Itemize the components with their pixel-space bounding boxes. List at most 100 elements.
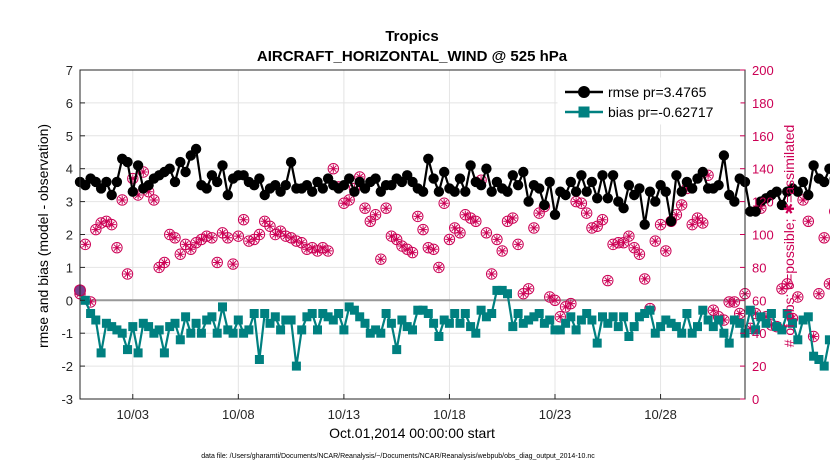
obs-count-marker <box>639 273 651 285</box>
rmse-point <box>349 186 360 197</box>
rmse-point <box>502 186 513 197</box>
rmse-point <box>507 170 518 181</box>
obs-count-marker <box>633 248 646 260</box>
obs-possible-circle <box>633 248 646 260</box>
obs-count-marker <box>591 220 603 232</box>
bias-point <box>202 315 212 325</box>
y-tick-label-right: 20 <box>752 359 766 374</box>
obs-count-marker <box>807 330 820 343</box>
obs-assimilated-asterisk <box>413 212 422 221</box>
obs-possible-circle <box>813 288 825 300</box>
obs-possible-circle <box>417 223 429 236</box>
obs-possible-circle <box>406 246 419 259</box>
bias-point <box>803 312 813 322</box>
obs-possible-circle <box>654 218 667 231</box>
chart-subtitle: AIRCRAFT_HORIZONTAL_WIND @ 525 hPa <box>257 48 568 65</box>
rmse-point <box>623 180 635 191</box>
rmse-point <box>676 186 687 197</box>
rmse-point <box>634 183 645 194</box>
legend: rmse pr=3.4765 bias pr=-0.62717 <box>557 77 741 125</box>
bias-point <box>154 325 164 335</box>
bias-point <box>571 325 581 335</box>
x-tick-label: 10/13 <box>328 407 361 422</box>
obs-count-marker <box>127 172 139 185</box>
obs-count-marker <box>491 233 503 246</box>
obs-assimilated-asterisk <box>107 220 116 229</box>
obs-assimilated-asterisk <box>635 250 644 259</box>
obs-assimilated-asterisk <box>260 217 269 226</box>
obs-assimilated-asterisk <box>746 324 755 333</box>
rmse-point <box>713 180 724 191</box>
bias-point <box>766 309 776 318</box>
bias-point <box>460 309 470 318</box>
rmse-point <box>449 186 460 197</box>
legend-rmse-marker <box>578 86 590 98</box>
bias-point <box>513 309 523 318</box>
obs-possible-circle <box>818 232 830 244</box>
obs-assimilated-asterisk <box>239 215 248 224</box>
y-tick-label-left: -3 <box>61 392 73 407</box>
obs-assimilated-asterisk <box>498 246 507 256</box>
obs-assimilated-asterisk <box>271 230 280 239</box>
obs-assimilated-asterisk <box>318 243 327 252</box>
bias-point <box>181 312 191 322</box>
obs-assimilated-asterisk <box>181 240 190 249</box>
obs-count-marker <box>654 218 667 231</box>
obs-assimilated-asterisk <box>329 164 338 173</box>
x-tick-label: 10/23 <box>539 407 572 422</box>
obs-count-marker <box>470 215 482 228</box>
obs-count-marker <box>237 213 250 226</box>
rmse-point <box>127 186 138 197</box>
bias-point <box>223 325 233 335</box>
obs-assimilated-asterisk <box>160 258 169 267</box>
bias-point <box>555 325 565 335</box>
rmse-point <box>460 186 471 197</box>
obs-assimilated-asterisk <box>387 231 396 241</box>
obs-count-marker <box>412 210 424 223</box>
obs-count-marker <box>111 241 123 254</box>
bias-point <box>191 318 201 328</box>
obs-count-marker <box>427 243 440 256</box>
bias-point <box>772 322 782 332</box>
obs-assimilated-asterisk <box>545 292 554 302</box>
rmse-point <box>534 183 545 194</box>
rmse-point <box>280 180 291 191</box>
obs-possible-circle <box>127 172 139 185</box>
obs-assimilated-asterisk <box>735 309 744 318</box>
obs-count-marker <box>137 166 150 178</box>
obs-assimilated-asterisk <box>624 231 634 241</box>
obs-assimilated-asterisk <box>793 292 802 302</box>
bias-point <box>550 325 560 335</box>
rmse-point <box>111 176 123 188</box>
rmse-point <box>824 163 830 174</box>
bias-point <box>165 322 175 332</box>
y-tick-label-left: 7 <box>66 63 73 78</box>
bias-point <box>371 325 381 335</box>
obs-assimilated-asterisk <box>165 230 174 239</box>
y-tick-label-right: 120 <box>752 195 774 210</box>
obs-possible-circle <box>253 228 266 241</box>
obs-count-marker <box>105 218 118 231</box>
rmse-point <box>481 163 492 174</box>
obs-count-marker <box>322 245 334 257</box>
bias-point <box>492 285 502 295</box>
obs-assimilated-asterisk <box>756 204 765 213</box>
bias-point <box>107 322 117 332</box>
obs-possible-circle <box>237 213 250 226</box>
obs-assimilated-asterisk <box>661 246 670 256</box>
obs-count-marker <box>522 283 535 295</box>
obs-assimilated-asterisk <box>276 227 285 236</box>
bias-point <box>212 328 222 338</box>
obs-possible-circle <box>596 213 609 226</box>
bias-point <box>423 309 433 318</box>
obs-assimilated-asterisk <box>508 213 517 223</box>
obs-assimilated-asterisk <box>619 238 628 247</box>
obs-count-marker <box>158 256 171 269</box>
obs-assimilated-asterisk <box>783 279 792 289</box>
obs-assimilated-asterisk <box>323 246 333 256</box>
obs-assimilated-asterisk <box>529 223 539 233</box>
bias-point <box>413 305 423 315</box>
obs-possible-circle <box>148 194 160 206</box>
obs-assimilated-asterisk <box>455 228 465 238</box>
bias-point <box>376 328 386 338</box>
